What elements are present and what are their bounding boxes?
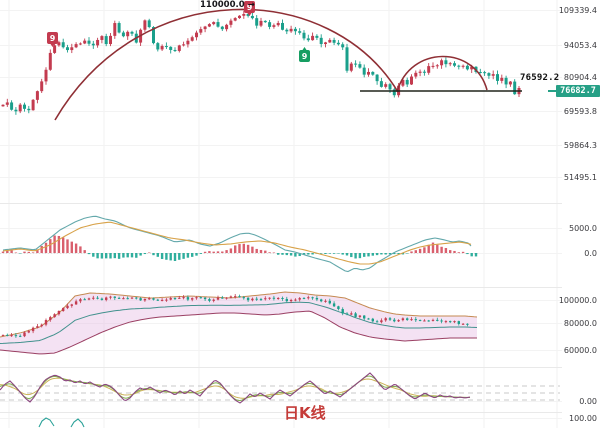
axis-tick-label: 100.00 [569,414,597,423]
wr-panel [0,372,560,404]
price-axis: 109339.4 94053.4 80904.4 69593.8 59864.3 5149… [559,6,597,423]
axis-tick-label: 109339.4 [559,6,597,15]
signal-badge-9: 9 [47,32,58,47]
pattern-arcs [54,8,488,121]
signal-badge-9: 9 [244,1,255,16]
signal-badges: 9 9 9 [47,1,310,62]
axis-tick-label: 59864.3 [564,141,597,150]
boll-panel [0,291,478,355]
macd-panel [0,215,478,273]
grid [0,0,562,428]
axis-tick-label: 0.00 [579,397,597,406]
peak-price-annotation: 110000.0 → [200,0,255,10]
svg-text:9: 9 [247,3,253,12]
axis-tick-label: 94053.4 [564,41,597,50]
main-candles [1,10,521,115]
period-label: 日K线 [284,404,326,422]
axis-tick-label: 0.0 [584,249,597,258]
last-price-tag: 76682.7 [556,85,600,97]
svg-text:9: 9 [50,34,56,43]
signal-badge-9: 9 [299,47,310,62]
axis-tick-label: 51495.1 [564,173,597,182]
axis-tick-label: 69593.8 [564,107,597,116]
axis-tick-label: 80904.4 [564,73,597,82]
axis-tick-label: 100000.0 [559,296,597,305]
axis-tick-label: 5000.0 [569,224,597,233]
trendline-price-label: 76592.2 [520,73,560,83]
next-panel-fragment [38,417,85,428]
axis-tick-label: 80000.0 [564,319,597,328]
axis-tick-label: 60000.0 [564,346,597,355]
svg-text:9: 9 [302,52,308,61]
